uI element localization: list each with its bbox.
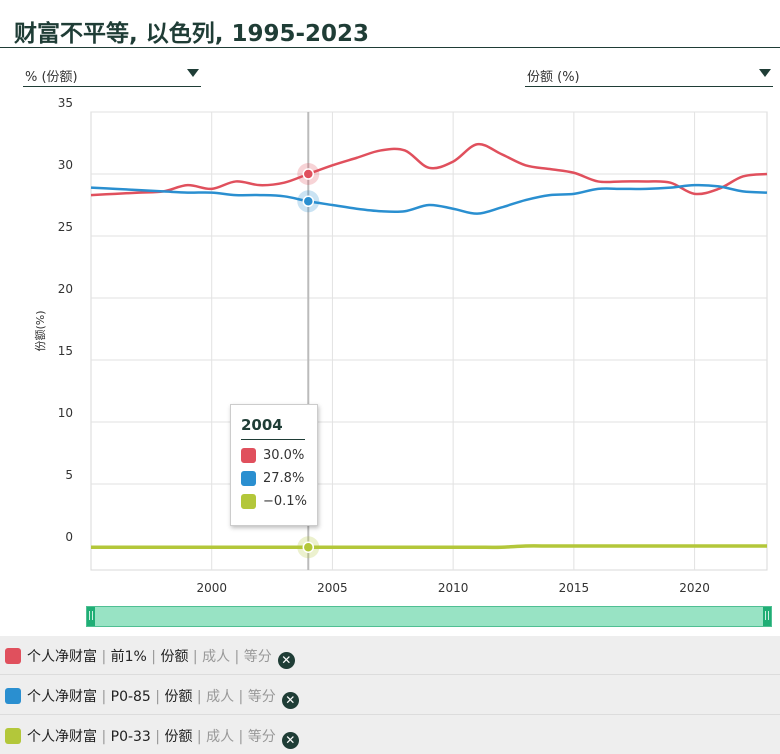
range-slider-end-handle[interactable]: || [763, 607, 771, 626]
y-tick-label: 10 [58, 406, 73, 420]
x-tick-label: 2010 [438, 581, 469, 595]
legend-item-top1[interactable]: 个人净财富 | 前1% | 份额 | 成人 | 等分 ✕ [0, 636, 780, 675]
y-tick-label: 15 [58, 344, 73, 358]
series-swatch [241, 448, 256, 463]
range-slider[interactable]: || || [86, 606, 772, 627]
chevron-down-icon [759, 69, 771, 77]
tooltip-value: 30.0% [263, 448, 305, 463]
close-icon[interactable]: ✕ [281, 692, 299, 709]
series-swatch [241, 471, 256, 486]
page-title: 财富不平等, 以色列, 1995-2023 [14, 21, 370, 47]
unit-dropdown[interactable]: % (份额) [23, 62, 201, 87]
series-swatch [5, 648, 21, 664]
close-icon[interactable]: ✕ [281, 732, 299, 749]
legend-item-label: 个人净财富 | 前1% | 份额 | 成人 | 等分 ✕ [27, 646, 295, 669]
tooltip-divider [241, 439, 305, 440]
range-slider-start-handle[interactable]: || [87, 607, 95, 626]
y-tick-label: 30 [58, 158, 73, 172]
x-tick-label: 2005 [317, 581, 348, 595]
y-axis-label: 份额(%) [34, 310, 47, 351]
y-tick-label: 35 [58, 96, 73, 110]
series-line-0 [90, 142, 768, 197]
series-swatch [5, 728, 21, 744]
y-tick-label: 5 [65, 468, 73, 482]
legend-item-label: 个人净财富 | P0-85 | 份额 | 成人 | 等分 ✕ [27, 686, 299, 709]
series-line-2 [91, 544, 767, 550]
x-tick-label: 2015 [559, 581, 590, 595]
hover-point [302, 168, 315, 180]
tooltip-value: −0.1% [263, 494, 307, 509]
unit-dropdown-label: % (份额) [25, 70, 78, 85]
y-tick-label: 25 [58, 220, 73, 234]
series-swatch [241, 494, 256, 509]
series-line-1 [90, 183, 768, 215]
y-tick-label: 0 [65, 530, 73, 544]
chevron-down-icon [187, 69, 199, 77]
legend: 个人净财富 | 前1% | 份额 | 成人 | 等分 ✕ 个人净财富 | P0-8… [0, 636, 780, 754]
tooltip-value: 27.8% [263, 471, 305, 486]
title-divider [0, 47, 780, 48]
measure-dropdown-label: 份额 (%) [527, 70, 580, 85]
x-tick-label: 2000 [196, 581, 227, 595]
legend-item-p0-33[interactable]: 个人净财富 | P0-33 | 份额 | 成人 | 等分 ✕ [0, 716, 780, 754]
hover-point [302, 541, 315, 553]
tooltip-year: 2004 [241, 416, 283, 434]
y-tick-label: 20 [58, 282, 73, 296]
x-tick-label: 2020 [679, 581, 710, 595]
series-swatch [5, 688, 21, 704]
close-icon[interactable]: ✕ [277, 652, 295, 669]
hover-point [302, 195, 315, 208]
legend-item-label: 个人净财富 | P0-33 | 份额 | 成人 | 等分 ✕ [27, 726, 299, 749]
chart-tooltip: 2004 30.0% 27.8% −0.1% [230, 404, 318, 526]
legend-item-p0-85[interactable]: 个人净财富 | P0-85 | 份额 | 成人 | 等分 ✕ [0, 676, 780, 715]
measure-dropdown[interactable]: 份额 (%) [525, 62, 773, 87]
line-chart[interactable]: 0 5 10 15 20 25 30 35 2000 2005 2010 2015 2020 份额(%) [0, 95, 780, 595]
